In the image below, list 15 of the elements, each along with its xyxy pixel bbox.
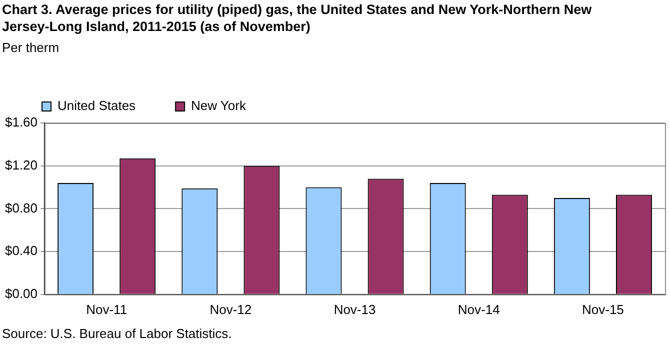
chart-title: Chart 3. Average prices for utility (piped) gas, the United States and New York-Northern New Jersey-Long Island, 2011-2015 (as of November) [2,1,593,35]
y-axis-title: Per therm [2,40,60,55]
x-tick-label: Nov-12 [210,302,252,317]
y-tick-label: $0.00 [4,286,38,301]
y-tick-label: $0.80 [4,200,38,216]
x-tick-label: Nov-11 [86,302,128,317]
source-note: Source: U.S. Bureau of Labor Statistics. [2,326,232,341]
y-tick-label: $1.20 [4,157,38,172]
x-tick-label: Nov-14 [458,302,500,317]
x-tick-label: Nov-15 [582,302,624,317]
legend-label: United States [58,98,136,114]
x-tick-label: Nov-13 [334,302,376,317]
y-tick-label: $1.60 [4,114,38,130]
legend-label: New York [191,98,246,114]
y-tick-label: $0.40 [4,243,38,258]
